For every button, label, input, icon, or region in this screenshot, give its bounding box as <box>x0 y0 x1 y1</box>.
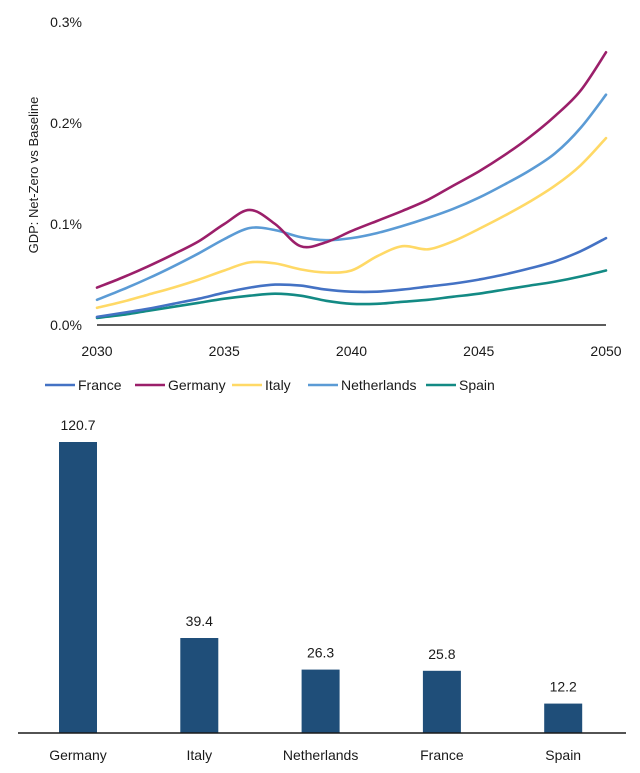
series-line-italy <box>95 136 608 310</box>
legend-label: Netherlands <box>341 377 417 393</box>
bar-value-label: 120.7 <box>60 417 95 433</box>
bar-value-label: 26.3 <box>307 645 334 661</box>
series-line-netherlands <box>95 93 608 302</box>
category-label: Italy <box>186 747 212 763</box>
series-line-spain <box>95 269 608 320</box>
bar-value-label: 39.4 <box>186 613 213 629</box>
y-axis-ticks: 0.0% 0.1% 0.2% 0.3% <box>50 14 82 333</box>
bar-value-label: 12.2 <box>550 679 577 695</box>
x-tick-label: 2050 <box>590 343 621 359</box>
legend-label: Spain <box>459 377 495 393</box>
series-lines <box>95 51 608 320</box>
series-line-germany <box>95 51 608 289</box>
legend-item-netherlands: Netherlands <box>308 377 417 393</box>
category-label: Netherlands <box>283 747 359 763</box>
legend-label: Italy <box>265 377 291 393</box>
legend-label: France <box>78 377 122 393</box>
bar-value-labels: 120.7 39.4 26.3 25.8 12.2 <box>60 417 577 695</box>
legend-item-france: France <box>45 377 122 393</box>
y-tick-label: 0.2% <box>50 115 82 131</box>
bar-france <box>422 670 461 733</box>
legend: France Germany Italy Netherlands Spain <box>45 377 495 393</box>
category-label: France <box>420 747 464 763</box>
series-line-france <box>95 236 608 319</box>
category-label: Germany <box>49 747 107 763</box>
bar-spain <box>544 703 583 733</box>
category-label: Spain <box>545 747 581 763</box>
x-tick-label: 2030 <box>81 343 112 359</box>
legend-item-spain: Spain <box>426 377 495 393</box>
legend-label: Germany <box>168 377 226 393</box>
bars <box>59 442 583 733</box>
bar-category-labels: Germany Italy Netherlands France Spain <box>49 747 581 763</box>
line-chart: GDP: Net-Zero vs Baseline 0.0%0.1%0.2%0.… <box>26 14 622 393</box>
x-tick-label: 2040 <box>336 343 367 359</box>
legend-item-italy: Italy <box>232 377 291 393</box>
bar-netherlands <box>301 669 340 733</box>
y-tick-label: 0.3% <box>50 14 82 30</box>
y-axis-title: GDP: Net-Zero vs Baseline <box>26 97 41 254</box>
bar-value-label: 25.8 <box>428 646 455 662</box>
x-axis-ticks: 2030 2035 2040 2045 2050 <box>81 343 621 359</box>
x-tick-label: 2045 <box>463 343 494 359</box>
bar-germany <box>59 442 97 733</box>
x-tick-label: 2035 <box>209 343 240 359</box>
bar-chart: 120.7 39.4 26.3 25.8 12.2 Germany Italy Nether… <box>18 417 626 763</box>
legend-item-germany: Germany <box>135 377 226 393</box>
y-tick-label: 0.0% <box>50 317 82 333</box>
bar-italy <box>180 638 219 733</box>
y-tick-label: 0.1% <box>50 216 82 232</box>
